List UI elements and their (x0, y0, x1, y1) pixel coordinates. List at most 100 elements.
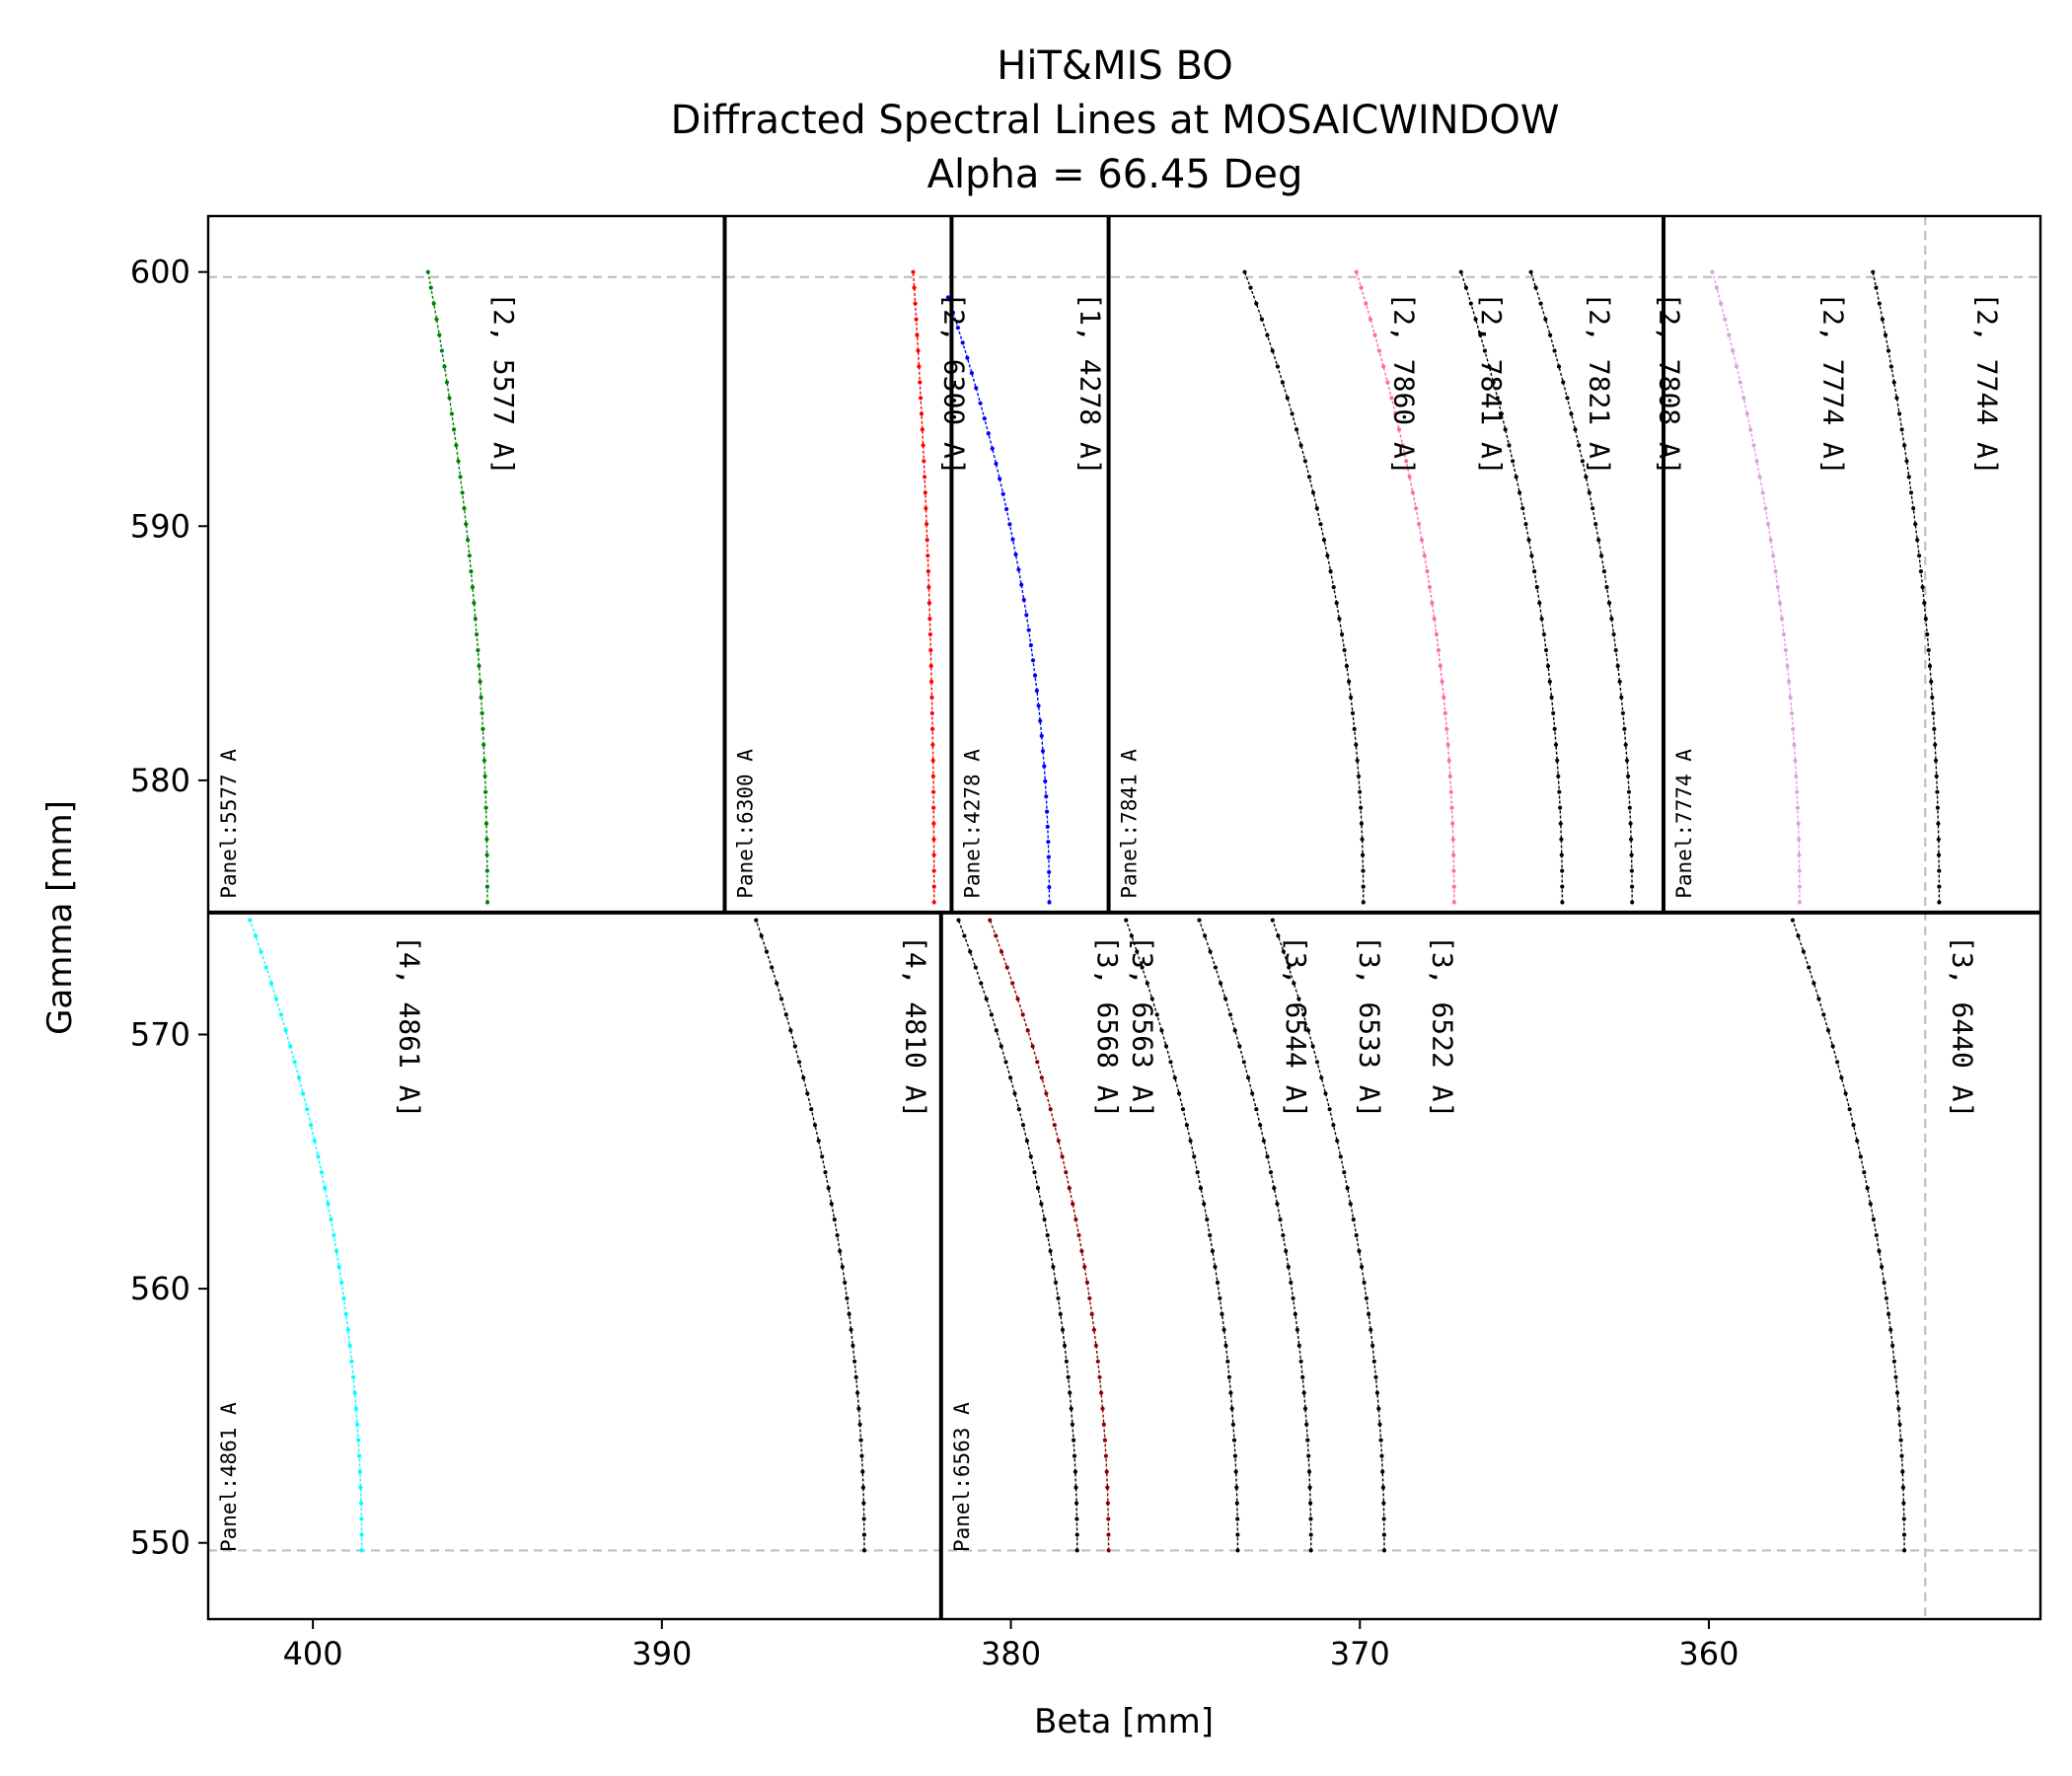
series-point (1310, 490, 1316, 495)
line-label: [3, 6533 A] (1353, 935, 1385, 1118)
series-point (1430, 601, 1435, 606)
series-point (859, 1453, 864, 1458)
series-point (1781, 631, 1787, 637)
series-point (1072, 1453, 1077, 1458)
series-point (924, 506, 928, 511)
series-point (1855, 1139, 1860, 1144)
panel-label: Panel:6563 A (950, 1402, 974, 1552)
series-point (812, 1123, 818, 1128)
series-point (326, 1202, 331, 1207)
series-point (1062, 1343, 1068, 1348)
series-point (1306, 1469, 1312, 1474)
series-point (1901, 1532, 1907, 1537)
series-point (1768, 538, 1773, 543)
series-point (1934, 774, 1939, 778)
series-point (1234, 1501, 1239, 1506)
series-3-6544-a (1124, 918, 1240, 1553)
series-point (425, 269, 430, 274)
series-point (1723, 317, 1728, 322)
series-point (454, 443, 459, 448)
series-point (1577, 443, 1582, 448)
series-point (927, 631, 933, 637)
series-point (1230, 1422, 1235, 1427)
series-point (1560, 884, 1565, 889)
series-point (1319, 1075, 1324, 1080)
series-point (1105, 1501, 1110, 1506)
series-point (458, 475, 463, 480)
series-point (1221, 1327, 1226, 1332)
series-point (1763, 506, 1768, 511)
series-point (1451, 868, 1456, 873)
series-point (914, 317, 919, 322)
series-point (1533, 285, 1538, 290)
series-point (913, 301, 918, 306)
series-point (1220, 1311, 1224, 1316)
series-point (1380, 1485, 1385, 1490)
series-point (855, 1390, 860, 1395)
series-point (1529, 554, 1534, 558)
series-point (1298, 443, 1303, 448)
series-point (1172, 1075, 1177, 1080)
series-point (343, 1311, 348, 1316)
series-point (1757, 475, 1762, 480)
series-point (334, 1248, 339, 1254)
series-point (1058, 1311, 1063, 1316)
line-label: [4, 4861 A] (394, 935, 426, 1118)
series-point (1790, 918, 1795, 923)
series-point (1787, 679, 1792, 685)
chart-title-line-1: HiT&MIS BO (997, 43, 1232, 89)
series-point (1891, 380, 1896, 385)
series-point (1070, 1422, 1074, 1427)
series-point (480, 710, 484, 716)
series-point (1629, 868, 1634, 873)
series-point (1779, 617, 1785, 622)
series-point (1340, 631, 1345, 637)
series-point (1272, 1186, 1277, 1191)
series-point (1102, 1438, 1107, 1443)
series-point (353, 1406, 358, 1411)
series-point (431, 301, 436, 306)
series-point (1871, 1217, 1876, 1222)
series-point (1427, 585, 1433, 590)
series-point (1557, 789, 1562, 794)
series-point (439, 348, 444, 353)
series-point (1074, 1501, 1079, 1506)
series-point (1473, 317, 1478, 322)
series-point (1105, 1485, 1110, 1490)
series-point (838, 1248, 843, 1254)
series-point (1258, 1123, 1263, 1128)
series-point (1308, 1501, 1313, 1506)
series-point (1775, 585, 1780, 590)
series-point (1015, 997, 1020, 1001)
series-point (1795, 789, 1800, 794)
series-point (1528, 269, 1533, 274)
series-point (1898, 1438, 1903, 1443)
series-point (775, 981, 779, 986)
series-point (1547, 679, 1552, 685)
series-point (984, 997, 989, 1001)
series-1-4278-a (945, 295, 1052, 905)
series-point (927, 617, 932, 622)
series-point (1306, 1453, 1311, 1458)
series-point (1048, 1107, 1053, 1112)
series-point (1300, 1374, 1305, 1379)
series-point (931, 852, 936, 857)
series-point (998, 477, 1002, 481)
series-point (1880, 317, 1885, 322)
axis-ticks: 400 390 380 370 360 550 560 570 580 590 600 (130, 254, 1739, 1672)
y-tick-label: 600 (130, 254, 190, 291)
series-point (1304, 1422, 1309, 1427)
series-point (1894, 1390, 1900, 1395)
series-point (1010, 537, 1015, 542)
series-point (1008, 1075, 1013, 1080)
line-label: [3, 6563 A] (1126, 935, 1158, 1118)
series-point (770, 965, 775, 970)
series-point (296, 1075, 302, 1080)
series-point (917, 364, 922, 369)
series-point (1611, 631, 1616, 637)
series-point (1048, 1248, 1053, 1254)
series-point (1072, 1438, 1076, 1443)
series-point (849, 1327, 853, 1332)
series-point (1276, 933, 1281, 938)
series-point (1727, 333, 1732, 337)
